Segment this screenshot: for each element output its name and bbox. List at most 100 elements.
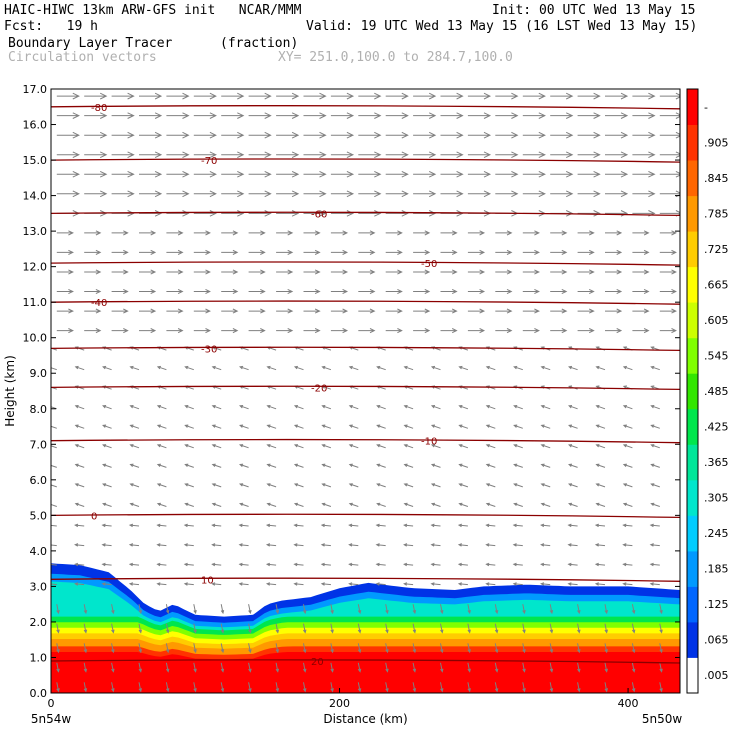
circulation-vector [303,112,327,119]
circulation-vector [594,543,606,547]
circulation-vector [375,523,386,528]
circulation-vector [632,230,650,236]
circulation-vector [622,463,633,468]
circulation-vector [348,365,359,371]
valid-time: Valid: 19 UTC Wed 13 May 15 (16 LST Wed … [306,19,698,34]
circulation-vector [358,328,376,334]
isotherm-line [51,513,680,519]
circulation-vector [111,643,115,654]
circulation-vector [193,308,211,314]
circulation-vector [413,288,431,295]
circulation-vector [649,543,660,547]
circulation-vector [467,643,471,654]
circulation-vector [348,543,359,547]
circulation-vector [321,444,332,449]
circulation-vector [193,643,197,654]
circulation-vector [348,502,359,507]
circulation-vector [83,604,88,615]
circulation-vector [440,643,444,654]
circulation-vector [485,365,496,371]
circulation-vector [631,682,636,693]
circulation-vector [51,583,57,586]
circulation-vector [412,643,417,654]
circulation-vector [139,151,163,159]
circulation-vector [129,502,140,507]
y-tick-label: 0.0 [30,687,48,700]
circulation-vector [129,444,140,449]
circulation-vector [84,269,102,275]
circulation-vector [649,562,660,567]
circulation-vector [403,424,414,429]
circulation-vector [321,405,332,410]
circulation-vector [239,502,249,507]
circulation-vector [138,604,142,615]
circulation-vector [631,604,636,615]
circulation-vector [358,131,382,139]
circulation-vector [330,92,355,100]
circulation-vector [495,308,513,314]
end-point-label: 5n50w [642,712,683,726]
circulation-vector [549,623,554,634]
circulation-vector [111,288,129,295]
circulation-vector [84,170,108,178]
circulation-vector [385,170,409,178]
circulation-vector [276,151,300,159]
circulation-vector [485,444,496,449]
circulation-vector [56,662,60,673]
circulation-vector [348,523,359,528]
y-tick-label: 6.0 [30,474,48,487]
circulation-vector [513,463,523,468]
circulation-vector [357,623,362,634]
circulation-vector [56,131,80,139]
circulation-vector [184,483,194,488]
circulation-vector [659,112,680,119]
circulation-vector [330,662,334,673]
circulation-vector [485,562,496,567]
circulation-vector [358,170,382,178]
circulation-vector [166,308,184,314]
circulation-vector [458,463,469,468]
circulation-vector [166,230,184,236]
circulation-vector [129,424,140,429]
circulation-vector [604,643,608,654]
circulation-vector [540,463,551,468]
circulation-vector [321,463,332,468]
circulation-vector [139,269,157,275]
circulation-vector [458,444,469,449]
circulation-vector [650,483,660,488]
circulation-vector [595,444,606,449]
circulation-vector [413,210,437,217]
circulation-vector [238,543,249,547]
circulation-vector [467,269,486,275]
circulation-vector [413,170,437,178]
circulation-vector [549,604,554,615]
circulation-vector [102,424,112,429]
circulation-vector [540,424,551,429]
circulation-vector [403,582,414,586]
circulation-vector [51,544,57,547]
circulation-vector [303,92,327,100]
circulation-vector [550,249,568,255]
circulation-vector [248,662,252,673]
colorbar-swatch [687,550,698,587]
circulation-vector [440,92,464,100]
circulation-vector [467,151,492,159]
circulation-vector [51,463,57,468]
circulation-vector [550,288,568,295]
colorbar-label: .485 [704,385,729,398]
circulation-vector [166,170,190,178]
isotherm-line [51,659,680,664]
circulation-vector [494,643,499,654]
y-tick-label: 9.0 [30,367,48,380]
circulation-vector [276,269,294,275]
y-tick-label: 16.0 [23,119,48,132]
circulation-vector [193,210,217,217]
circulation-vector [375,582,386,586]
circulation-vector [440,623,444,634]
xy-range: XY= 251.0,100.0 to 284.7,100.0 [278,50,513,65]
circulation-vector [577,92,601,100]
circulation-vector [605,131,629,139]
circulation-vector [413,151,437,159]
colorbar-swatch [687,373,698,410]
circulation-vector [276,210,300,217]
